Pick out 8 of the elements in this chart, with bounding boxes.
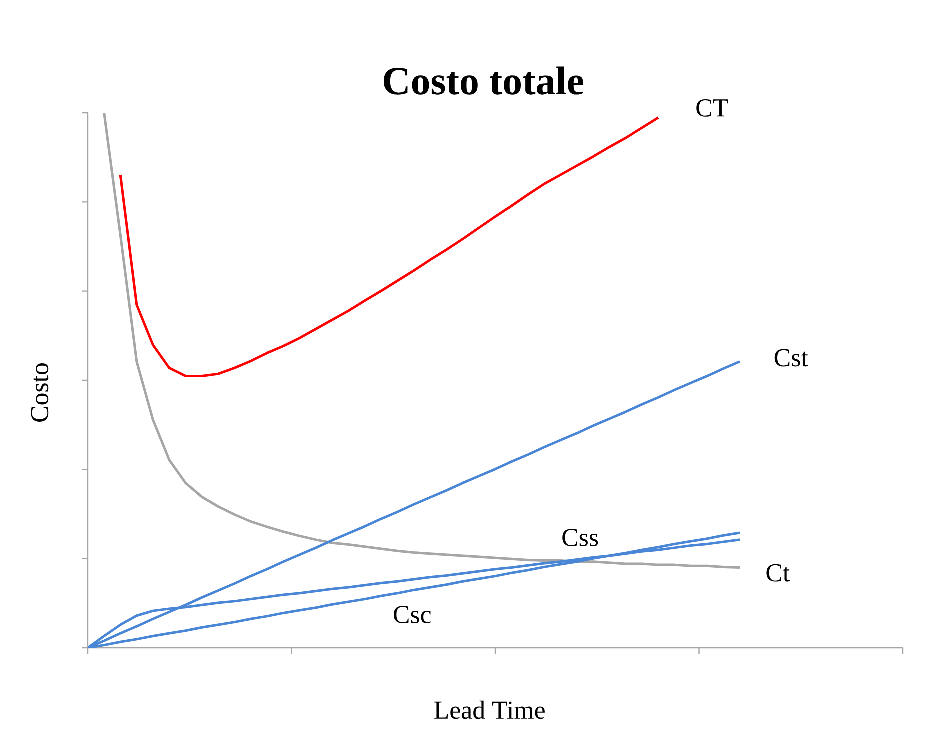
y-axis-title: Costo [31,364,49,422]
chart-title: Costo totale [384,66,584,95]
series-label: Ct [766,564,790,582]
series-label: CT [696,99,728,117]
x-axis-title: Lead Time [434,700,545,720]
series-label: Css [562,529,598,546]
series-label: Cst [774,349,808,367]
series-label: Csc [394,606,432,624]
